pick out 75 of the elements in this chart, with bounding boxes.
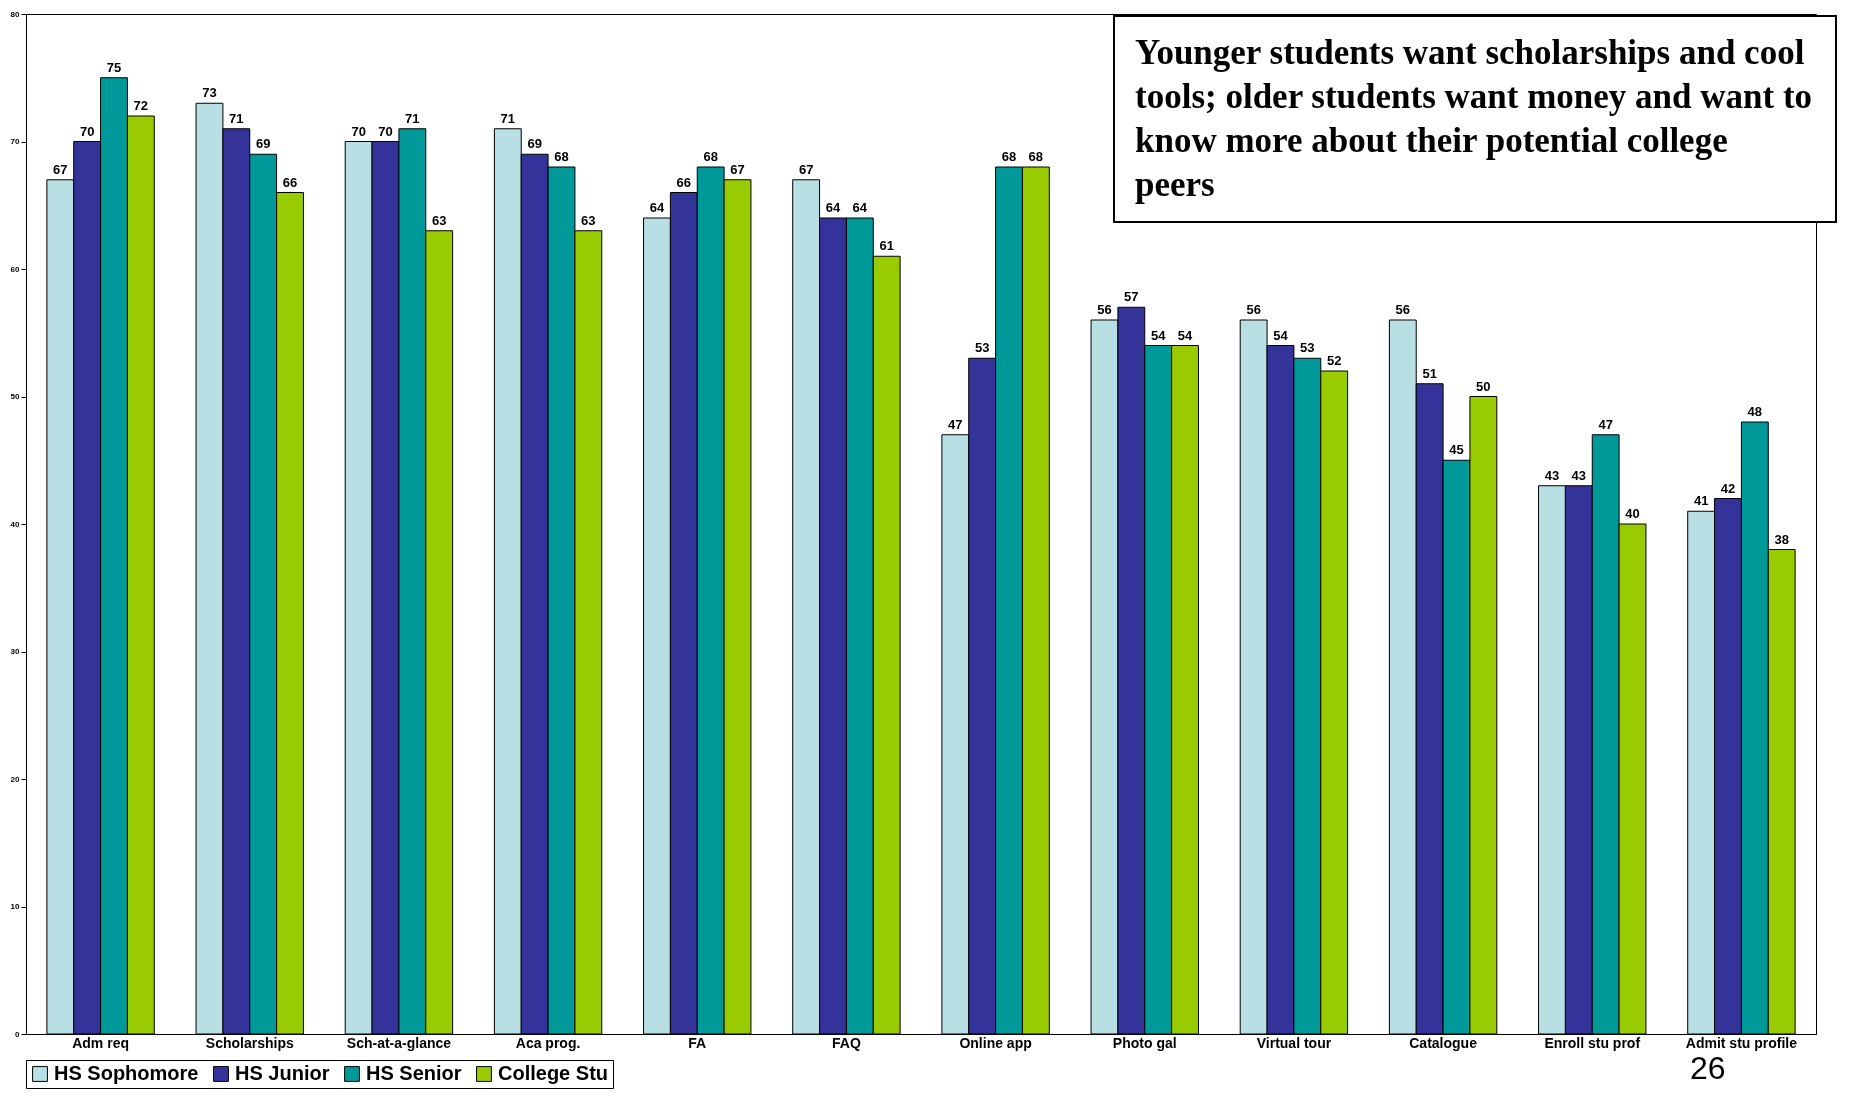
x-tick-label: FA xyxy=(688,1034,707,1051)
x-tick-label: Sch-at-a-glance xyxy=(346,1034,452,1051)
data-label: 47 xyxy=(1598,416,1613,432)
data-label: 66 xyxy=(282,174,298,190)
data-label: 53 xyxy=(1300,340,1315,356)
y-tick-label: 40 xyxy=(10,519,21,529)
data-label: 63 xyxy=(431,212,447,228)
y-tick-label: 0 xyxy=(15,1029,21,1039)
annotation: Younger students want scholarships and cool tools; older students want money and want to know more about their potential college peers xyxy=(1113,15,1837,223)
data-label: 75 xyxy=(106,59,122,75)
data-label: 54 xyxy=(1273,327,1289,343)
data-label: 73 xyxy=(202,85,217,101)
data-label: 41 xyxy=(1693,493,1709,509)
data-label: 68 xyxy=(1001,149,1017,164)
data-label: 42 xyxy=(1720,480,1736,496)
data-label: 72 xyxy=(133,98,149,113)
data-label: 56 xyxy=(1097,302,1112,317)
data-label: 71 xyxy=(500,110,516,126)
x-tick-label: Catalogue xyxy=(1409,1034,1478,1051)
y-tick-label: 30 xyxy=(10,647,21,656)
data-label: 64 xyxy=(852,200,868,215)
y-tick-label: 60 xyxy=(10,264,21,274)
data-label: 71 xyxy=(229,110,244,126)
data-label: 70 xyxy=(79,123,95,139)
y-tick-label: 10 xyxy=(10,902,21,911)
data-label: 54 xyxy=(1150,327,1167,343)
data-label: 67 xyxy=(53,161,68,177)
data-label: 68 xyxy=(1028,149,1044,164)
legend-label: HS Junior xyxy=(235,1062,330,1084)
legend-label: HS Senior xyxy=(366,1062,462,1084)
x-tick-label: Virtual tour xyxy=(1256,1034,1332,1051)
data-label: 50 xyxy=(1476,378,1491,394)
data-label: 43 xyxy=(1571,467,1587,483)
y-tick-label: 50 xyxy=(10,392,21,401)
data-label: 43 xyxy=(1544,467,1560,483)
data-label: 66 xyxy=(676,174,692,190)
data-label: 71 xyxy=(405,110,420,126)
y-tick-label: 80 xyxy=(10,9,21,19)
data-label: 68 xyxy=(554,149,569,164)
data-label: 48 xyxy=(1747,404,1763,419)
legend-label: HS Sophomore xyxy=(54,1062,199,1084)
y-tick-label: 70 xyxy=(10,137,21,146)
data-label: 64 xyxy=(825,200,841,215)
data-label: 54 xyxy=(1177,327,1194,343)
data-label: 40 xyxy=(1625,506,1640,521)
data-label: 38 xyxy=(1774,531,1789,547)
data-label: 45 xyxy=(1449,442,1464,458)
data-label: 70 xyxy=(378,123,393,139)
data-label: 70 xyxy=(351,123,366,139)
x-tick-label: Admit stu profile xyxy=(1685,1034,1798,1051)
data-label: 51 xyxy=(1422,365,1437,381)
data-label: 67 xyxy=(798,161,814,177)
data-label: 64 xyxy=(649,200,665,215)
data-label: 69 xyxy=(527,136,542,152)
data-label: 56 xyxy=(1395,302,1411,317)
legend-label: College Stu xyxy=(498,1062,609,1084)
x-tick-label: Aca prog. xyxy=(515,1034,581,1051)
data-label: 52 xyxy=(1326,353,1342,368)
data-label: 63 xyxy=(581,212,596,228)
text: 26 xyxy=(1690,1050,1726,1087)
x-tick-label: Enroll stu prof xyxy=(1544,1034,1641,1051)
x-tick-label: FAQ xyxy=(832,1034,861,1051)
data-label: 53 xyxy=(974,340,990,356)
x-tick-label: Scholarships xyxy=(205,1034,294,1051)
data-label: 67 xyxy=(730,161,745,177)
data-label: 68 xyxy=(703,149,718,164)
data-label: 61 xyxy=(879,238,894,254)
data-label: 56 xyxy=(1246,302,1261,317)
y-tick-label: 20 xyxy=(10,774,21,784)
data-label: 47 xyxy=(948,416,963,432)
x-tick-label: Adm req xyxy=(72,1034,129,1051)
x-tick-label: Online app xyxy=(959,1034,1032,1051)
x-tick-label: Photo gal xyxy=(1112,1034,1177,1051)
data-label: 69 xyxy=(255,136,271,152)
data-label: 57 xyxy=(1124,289,1139,305)
